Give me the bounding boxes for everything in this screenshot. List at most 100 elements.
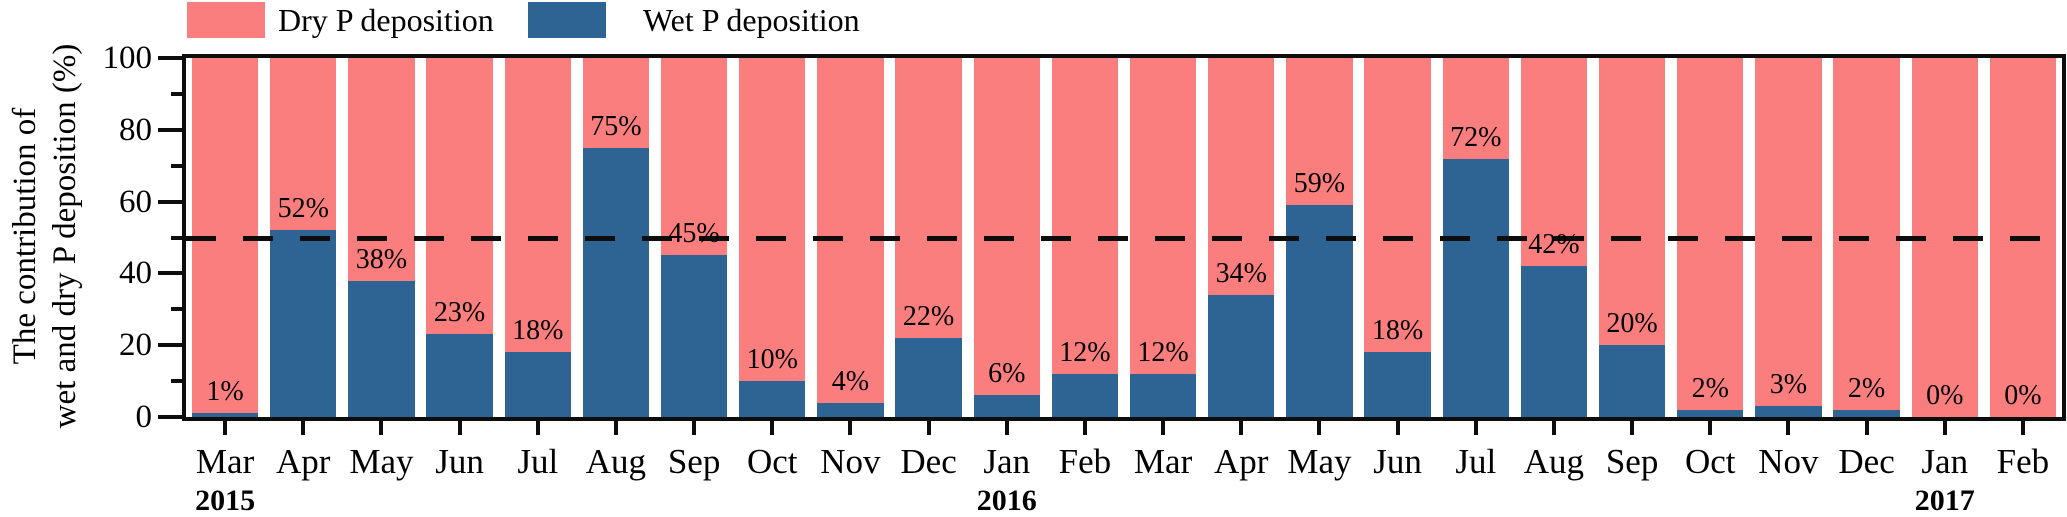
bar-dry-segment [1520, 58, 1588, 267]
bar-slot-18-aug: 42% [1515, 58, 1593, 417]
bar-dry-segment [660, 58, 728, 256]
bar-slot-21-nov: 3% [1749, 58, 1827, 417]
bar-value-label: 0% [1926, 380, 1964, 411]
year-label-2015: 2015 [195, 484, 256, 517]
y-tick-label-80: 80 [119, 111, 152, 148]
plot-area: 1% 52% 38% 23% 18% 75% 45% 10% 4% 22% 6% 12% 12% 34% 5… [182, 54, 2066, 421]
bar-value-label: 22% [902, 301, 955, 333]
bar-wet-segment [1833, 409, 1900, 417]
reference-line-50pct [186, 236, 2062, 241]
x-label-12-feb: Feb [1058, 442, 1112, 481]
y-minor-tick-10 [171, 379, 182, 384]
x-label-10-dec: Dec [900, 442, 957, 481]
bar-slot-6-aug: 75% [577, 58, 655, 417]
y-tick-label-40: 40 [119, 255, 152, 292]
x-tick-nov [1786, 421, 1791, 435]
y-axis-title-line1: The contribution of [7, 107, 43, 365]
x-label-23-jan: Jan [1921, 442, 1969, 481]
x-tick-jul [1473, 421, 1478, 435]
x-label-2-apr: Apr [276, 442, 331, 481]
y-tick-label-100: 100 [102, 40, 153, 76]
x-label-8-oct: Oct [746, 442, 798, 481]
bar-wet-segment [817, 402, 884, 417]
bar-value-label: 23% [433, 297, 486, 329]
bar-slot-11-jan: 6% [968, 58, 1046, 417]
bar-value-label: 59% [1293, 168, 1346, 200]
bar-value-label: 34% [1215, 257, 1267, 289]
bar-dry-segment [1129, 58, 1197, 374]
y-minor-tick-90 [171, 91, 182, 96]
bar-dry-segment [1051, 58, 1119, 374]
bar-wet-segment [1208, 294, 1275, 417]
x-label-4-jun: Jun [435, 442, 484, 481]
bar-wet-segment [582, 147, 650, 417]
x-label-5-jul: Jul [517, 442, 559, 481]
bar-wet-segment [660, 255, 728, 417]
x-tick-apr [301, 421, 306, 435]
x-tick-may [1317, 421, 1322, 435]
x-tick-aug [613, 421, 618, 435]
bar-dry-segment [895, 58, 962, 339]
bar-value-label: 3% [1769, 369, 1808, 401]
bar-wet-segment [1442, 158, 1509, 417]
x-tick-sep [692, 421, 697, 435]
x-label-14-apr: Apr [1214, 442, 1269, 481]
bar-slot-17-jul: 72% [1437, 58, 1515, 417]
bar-wet-segment [1051, 373, 1119, 417]
bar-wet-segment [739, 381, 806, 417]
bar-wet-segment [191, 413, 259, 417]
x-tick-jul [535, 421, 540, 435]
x-label-6-aug: Aug [585, 442, 647, 481]
bar-dry-segment [1286, 58, 1353, 206]
bar-dry-segment [191, 58, 259, 414]
x-tick-nov [848, 421, 853, 435]
x-tick-dec [1864, 421, 1869, 435]
x-tick-sep [1630, 421, 1635, 435]
x-label-16-jun: Jun [1373, 442, 1422, 481]
x-label-13-mar: Mar [1133, 442, 1193, 481]
y-tick-label-20: 20 [119, 327, 152, 364]
bar-wet-segment [270, 230, 337, 417]
x-tick-mar [223, 421, 228, 435]
bar-wet-segment [1755, 406, 1822, 417]
bar-dry-segment [739, 58, 806, 382]
bar-dry-segment [1364, 58, 1431, 353]
x-tick-mar [1161, 421, 1166, 435]
x-label-7-sep: Sep [667, 442, 721, 481]
y-axis-title: The contribution of wet and dry P deposi… [5, 44, 85, 429]
bar-slot-1-mar: 1% [186, 58, 264, 417]
x-tick-dec [926, 421, 931, 435]
x-tick-jun [457, 421, 462, 435]
bar-dry-segment [348, 58, 415, 281]
bar-slot-20-oct: 2% [1671, 58, 1749, 417]
bar-slot-9-nov: 4% [811, 58, 889, 417]
bar-dry-segment [1677, 58, 1744, 410]
bar-value-label: 2% [1691, 372, 1729, 404]
x-label-19-sep: Sep [1605, 442, 1659, 481]
y-minor-tick-70 [171, 163, 182, 168]
bar-wet-segment [348, 280, 415, 417]
bar-value-label: 2% [1847, 372, 1886, 404]
bar-slot-8-oct: 10% [733, 58, 811, 417]
bar-wet-segment [1677, 409, 1744, 417]
legend-swatch-wet [528, 2, 606, 38]
bar-value-label: 52% [277, 193, 329, 225]
x-label-3-may: May [349, 442, 414, 481]
y-major-tick-60 [158, 199, 182, 204]
x-tick-oct [1708, 421, 1713, 435]
year-label-2016: 2016 [976, 484, 1037, 517]
bar-slot-12-feb: 12% [1046, 58, 1124, 417]
bar-value-label: 72% [1450, 121, 1502, 153]
x-label-24-feb: Feb [1996, 442, 2050, 481]
bar-value-label: 38% [355, 243, 408, 275]
x-tick-oct [770, 421, 775, 435]
x-label-15-may: May [1287, 442, 1352, 481]
y-major-tick-40 [158, 271, 182, 276]
bar-value-label: 18% [512, 315, 564, 347]
legend-label-wet: Wet P deposition [643, 2, 860, 38]
y-axis-title-line2: wet and dry P deposition (%) [47, 43, 83, 429]
y-minor-tick-30 [171, 307, 182, 312]
bar-value-label: 10% [746, 344, 798, 376]
bar-slot-7-sep: 45% [655, 58, 733, 417]
x-tick-jun [1395, 421, 1400, 435]
